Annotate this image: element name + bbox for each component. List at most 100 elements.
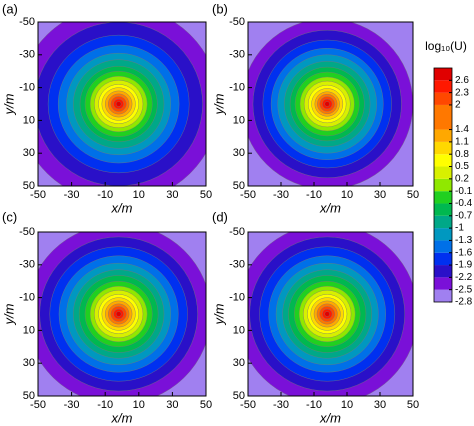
y-tick-label: 30: [233, 147, 245, 159]
colorbar-tick-label: -2.2: [455, 272, 473, 283]
colorbar-band: [434, 191, 452, 204]
y-tick-label: -10: [229, 82, 245, 94]
x-axis-label: x/m: [319, 410, 341, 425]
contour-region: [115, 311, 122, 317]
x-tick-label: -30: [273, 399, 289, 411]
colorbar-tick-label: 0.5: [455, 161, 469, 172]
x-tick-label: -30: [64, 399, 80, 411]
colorbar-tick-label: 2.6: [455, 75, 469, 86]
colorbar-tick-label: -1.6: [455, 247, 473, 258]
y-tick-label: 30: [23, 147, 35, 159]
contour-plot: [248, 232, 413, 396]
contour-region: [115, 101, 122, 107]
y-axis-label: y/m: [1, 303, 16, 325]
x-tick-label: -50: [30, 399, 46, 411]
colorbar-tick-label: 1.1: [455, 137, 469, 148]
x-tick-label: 30: [166, 189, 178, 201]
y-tick-label: 50: [233, 180, 245, 192]
y-tick-label: -30: [229, 49, 245, 61]
y-axis-label: y/m: [211, 93, 226, 115]
y-tick-label: -30: [229, 259, 245, 271]
x-tick-label: 10: [341, 399, 353, 411]
y-tick-label: -10: [19, 82, 35, 94]
y-tick-label: 50: [23, 390, 35, 402]
colorbar-tick-label: -1.9: [455, 260, 473, 271]
x-axis-label: x/m: [111, 200, 133, 215]
colorbar-band: [434, 215, 452, 229]
colorbar-band: [434, 166, 452, 179]
x-tick-label: 50: [200, 399, 212, 411]
x-tick-label: 30: [374, 399, 386, 411]
panel-label: (d): [212, 209, 228, 224]
x-tick-label: -10: [97, 189, 113, 201]
colorbar-tick-label: 2.3: [455, 87, 469, 98]
x-tick-label: 50: [200, 189, 212, 201]
y-tick-label: -50: [229, 16, 245, 28]
contour-region: [324, 311, 330, 317]
plot-frame: [37, 231, 207, 397]
x-tick-label: 10: [133, 399, 145, 411]
y-tick-label: 10: [233, 324, 245, 336]
colorbar-band: [434, 289, 452, 302]
y-tick-label: 30: [23, 357, 35, 369]
y-tick-label: -30: [19, 49, 35, 61]
colorbar-tick-label: -0.1: [455, 186, 473, 197]
colorbar-tick-label: -1: [455, 223, 464, 234]
x-tick-label: 30: [166, 399, 178, 411]
y-tick-label: -50: [229, 226, 245, 238]
panel-label: (c): [2, 209, 17, 224]
x-tick-label: 10: [133, 189, 145, 201]
colorbar-tick-label: 0.2: [455, 173, 469, 184]
colorbar-band: [434, 178, 452, 192]
colorbar-tick-label: 2: [455, 100, 461, 111]
colorbar-band: [434, 92, 452, 105]
colorbar-tick-label: -0.4: [455, 198, 473, 209]
y-tick-label: 10: [233, 114, 245, 126]
colorbar-band: [434, 252, 452, 266]
plot-frame: [247, 231, 414, 397]
colorbar-tick-label: -2.5: [455, 284, 473, 295]
x-tick-label: -30: [273, 189, 289, 201]
x-tick-label: 30: [374, 189, 386, 201]
colorbar-band: [434, 68, 452, 81]
colorbar-title: log₁₀(U): [425, 39, 467, 53]
x-tick-label: -10: [97, 399, 113, 411]
colorbar-tick-label: -1.3: [455, 235, 473, 246]
x-tick-label: -10: [306, 399, 322, 411]
x-axis-label: x/m: [319, 200, 341, 215]
colorbar-band: [434, 129, 452, 142]
contour-plot: [38, 22, 206, 186]
x-tick-label: -50: [30, 189, 46, 201]
x-tick-label: 50: [407, 399, 419, 411]
colorbar-band: [434, 240, 452, 253]
y-tick-label: -30: [19, 259, 35, 271]
contour-plot: [38, 232, 206, 396]
x-tick-label: -30: [64, 189, 80, 201]
contour-plot: [248, 22, 413, 186]
x-tick-label: 10: [341, 189, 353, 201]
colorbar-band: [434, 203, 452, 216]
y-axis-label: y/m: [1, 93, 16, 115]
colorbar-band: [434, 154, 452, 167]
colorbar-tick-label: -2.8: [455, 297, 473, 308]
x-tick-label: 50: [407, 189, 419, 201]
x-axis-label: x/m: [111, 410, 133, 425]
colorbar-tick-label: 0.8: [455, 149, 469, 160]
y-tick-label: 10: [23, 114, 35, 126]
y-tick-label: 30: [233, 357, 245, 369]
y-tick-label: 50: [23, 180, 35, 192]
plot-frame: [37, 21, 207, 187]
colorbar-band: [434, 141, 452, 155]
colorbar-band: [434, 265, 452, 278]
x-tick-label: -10: [306, 189, 322, 201]
colorbar-tick-label: 1.4: [455, 124, 469, 135]
y-axis-label: y/m: [211, 303, 226, 325]
x-tick-label: -50: [240, 399, 256, 411]
panel-label: (b): [212, 1, 228, 16]
y-tick-label: 10: [23, 324, 35, 336]
y-tick-label: -10: [19, 292, 35, 304]
y-tick-label: -50: [19, 226, 35, 238]
contour-region: [324, 101, 330, 107]
panel-label: (a): [2, 1, 18, 16]
